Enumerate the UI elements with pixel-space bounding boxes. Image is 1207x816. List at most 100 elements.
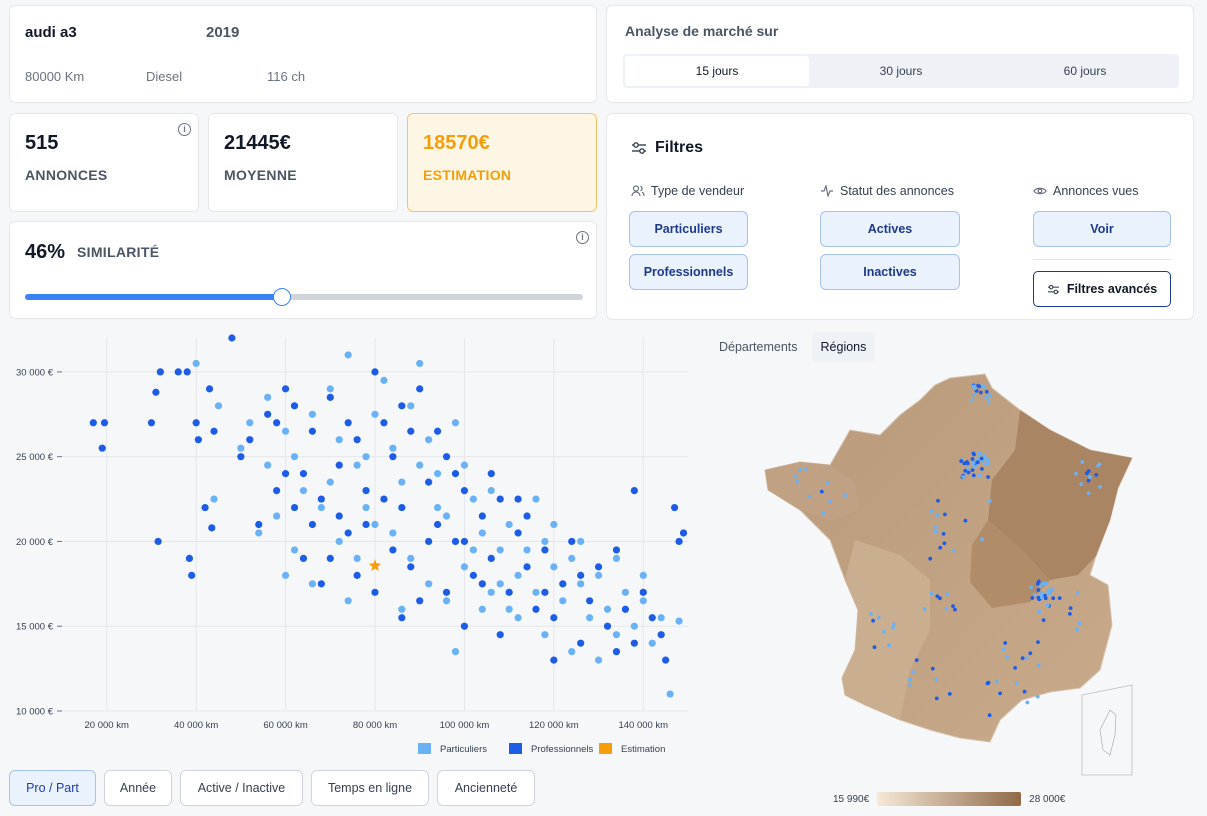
particuliers-point — [505, 605, 513, 613]
period-15-days[interactable]: 15 jours — [625, 56, 809, 86]
advanced-filters-button[interactable]: Filtres avancés — [1033, 271, 1171, 307]
professionnels-point — [264, 410, 272, 418]
tab-temps-en-ligne[interactable]: Temps en ligne — [311, 770, 429, 806]
tab-regions[interactable]: Régions — [811, 332, 876, 362]
professionnels-point — [317, 580, 325, 588]
professionnels-point — [326, 393, 334, 401]
tab-departements[interactable]: Départements — [719, 340, 798, 354]
map-marker — [1020, 656, 1025, 661]
estimation-card: 18570€ ESTIMATION — [407, 113, 597, 212]
professionnels-point — [308, 520, 316, 529]
professionnels-point — [451, 537, 460, 546]
market-title: Analyse de marché sur — [625, 23, 779, 39]
legend-min: 15 990€ — [833, 793, 870, 805]
particuliers-point — [514, 571, 522, 579]
professionnels-point — [514, 529, 522, 537]
professionnels-point — [380, 495, 388, 503]
vehicle-km: 80000 Km — [25, 69, 85, 84]
map-marker — [963, 468, 968, 473]
professionnels-point — [371, 588, 379, 596]
professionnels-point — [407, 427, 415, 435]
professionnels-point — [228, 334, 236, 342]
map-marker — [972, 452, 976, 457]
map-marker — [951, 604, 955, 608]
particuliers-point — [496, 546, 504, 554]
period-30-days[interactable]: 30 jours — [879, 64, 923, 78]
map-marker — [1001, 647, 1006, 652]
map-marker — [984, 389, 989, 394]
professionnels-point — [407, 563, 415, 571]
professionnels-point — [147, 419, 156, 427]
professionnels-point — [577, 571, 585, 579]
region-nouvelle-aquitaine — [842, 540, 930, 720]
professionnels-point — [442, 588, 451, 596]
map-marker — [988, 499, 992, 503]
similarity-slider[interactable] — [25, 288, 583, 306]
map-marker — [822, 511, 826, 516]
map-marker — [1046, 590, 1051, 594]
info-icon[interactable]: i — [576, 231, 589, 244]
france-regions-map[interactable] — [760, 370, 1140, 780]
professionnels-point — [478, 580, 486, 588]
map-marker — [938, 545, 943, 550]
particuliers-point — [281, 427, 290, 435]
x-tick-label: 140 000 km — [618, 720, 668, 731]
particuliers-point — [469, 495, 477, 503]
map-marker — [1045, 603, 1050, 608]
map-marker — [1075, 590, 1080, 595]
professionnels-point — [478, 512, 486, 520]
filters-header: Filtres — [631, 139, 703, 157]
period-60-days[interactable]: 60 jours — [1063, 64, 1107, 78]
advanced-filters-label: Filtres avancés — [1066, 282, 1158, 296]
professionnels-point — [246, 436, 254, 444]
particuliers-point — [612, 631, 621, 639]
map-marker — [887, 643, 891, 648]
tab-anciennete[interactable]: Ancienneté — [437, 770, 535, 806]
map-marker — [1097, 462, 1102, 467]
professionnels-point — [532, 605, 540, 613]
map-marker — [934, 677, 939, 682]
voir-button[interactable]: Voir — [1033, 211, 1171, 247]
tab-annee[interactable]: Année — [104, 770, 172, 806]
professionnels-point — [205, 385, 214, 393]
particuliers-point — [541, 631, 549, 639]
tab-active-inactive[interactable]: Active / Inactive — [180, 770, 303, 806]
map-marker — [1098, 485, 1102, 489]
map-marker — [1074, 471, 1078, 476]
professionnels-point — [505, 588, 513, 596]
map-marker — [922, 607, 927, 612]
map-marker — [908, 677, 912, 682]
map-marker — [1035, 694, 1040, 699]
map-marker — [953, 607, 957, 612]
particuliers-button[interactable]: Particuliers — [629, 211, 748, 247]
professionnels-point — [416, 597, 424, 605]
particuliers-point — [478, 605, 486, 613]
map-marker — [966, 470, 971, 475]
professionnels-button[interactable]: Professionnels — [629, 254, 748, 290]
particuliers-point — [621, 588, 630, 596]
particuliers-point — [586, 614, 594, 622]
map-marker — [944, 606, 949, 611]
actives-button[interactable]: Actives — [820, 211, 960, 247]
particuliers-point — [532, 495, 540, 503]
inactives-button[interactable]: Inactives — [820, 254, 960, 290]
info-icon[interactable]: i — [178, 123, 191, 136]
average-price-label: MOYENNE — [224, 167, 297, 183]
average-price-card: 21445€ MOYENNE — [208, 113, 398, 212]
corsica-inset-frame — [1081, 684, 1133, 776]
particuliers-point — [335, 537, 343, 546]
map-marker — [1086, 469, 1091, 473]
map-marker — [828, 499, 833, 504]
professionnels-point — [559, 580, 567, 588]
professionnels-point — [100, 419, 109, 427]
professionnels-point — [514, 495, 522, 503]
tab-pro-part[interactable]: Pro / Part — [9, 770, 96, 806]
price-mileage-scatter-chart: 20 000 km 40 000 km 60 000 km 80 000 km 100 … — [16, 334, 688, 755]
professionnels-point — [194, 436, 202, 444]
map-marker — [1032, 592, 1037, 597]
map-marker — [1025, 700, 1030, 705]
map-marker — [928, 556, 933, 561]
professionnels-point — [460, 537, 469, 546]
ad-status-label: Statut des annonces — [840, 184, 954, 198]
similarity-slider-thumb[interactable] — [272, 288, 291, 306]
